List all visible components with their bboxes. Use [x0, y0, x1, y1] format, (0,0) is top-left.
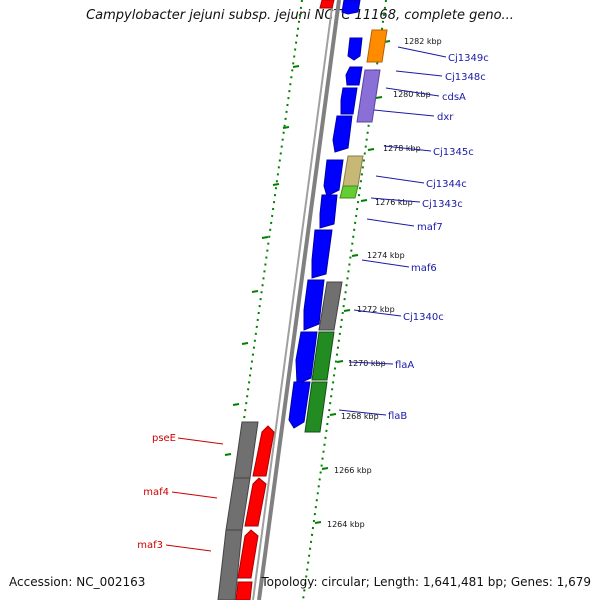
gene-label-flab: flaB — [388, 411, 407, 422]
cds-blue-7 — [319, 194, 338, 229]
kbp-label-1280: 1280 kbp — [393, 90, 431, 99]
gene-label-psee: pseE — [152, 433, 176, 444]
kbp-label-1264: 1264 kbp — [327, 520, 365, 529]
inner-ticks — [314, 40, 391, 524]
gene-label-cj1340c: Cj1340c — [403, 312, 444, 323]
inner-dotted-track — [302, 0, 387, 600]
gene-label-maf3: maf3 — [137, 540, 163, 551]
kbp-label-1282: 1282 kbp — [404, 37, 442, 46]
gene-label-maf4: maf4 — [143, 487, 169, 498]
gene-label-cj1348c: Cj1348c — [445, 72, 486, 83]
gene-label-cdsa: cdsA — [442, 92, 466, 103]
outer-ticks — [224, 65, 300, 456]
cds-blue-10 — [295, 331, 318, 385]
cds-green-1 — [311, 331, 335, 381]
cds-gray-lower-3 — [217, 529, 243, 600]
kbp-label-1278: 1278 kbp — [383, 144, 421, 153]
kbp-label-1266: 1266 kbp — [334, 466, 372, 475]
blue-cds-features — [288, 0, 363, 429]
cds-blue-1 — [341, 0, 361, 15]
gene-label-maf6: maf6 — [411, 263, 437, 274]
gene-label-flaa: flaA — [395, 360, 414, 371]
cds-blue-6 — [323, 159, 344, 197]
gene-label-maf7: maf7 — [417, 222, 443, 233]
cds-blue-2 — [347, 37, 363, 61]
cds-gray — [318, 281, 343, 331]
gene-label-cj1349c: Cj1349c — [448, 53, 489, 64]
cds-blue-8 — [311, 229, 333, 279]
kbp-label-1272: 1272 kbp — [357, 305, 395, 314]
left-leader-lines — [165, 437, 224, 552]
cds-blue-5 — [332, 115, 353, 153]
gene-label-cj1345c: Cj1345c — [433, 147, 474, 158]
kbp-label-1268: 1268 kbp — [341, 412, 379, 421]
cds-red-top — [319, 0, 335, 9]
accession-text: Accession: NC_002163 — [9, 575, 146, 589]
kbp-label-1270: 1270 kbp — [348, 359, 386, 368]
right-leader-lines — [338, 46, 447, 416]
cds-red-2 — [244, 477, 267, 527]
cds-blue-11 — [288, 381, 311, 429]
cds-purple — [356, 69, 381, 123]
cds-blue-3 — [345, 66, 363, 86]
backbone-outer — [252, 0, 334, 600]
cds-red-4 — [235, 581, 253, 600]
gene-label-dxr: dxr — [437, 112, 454, 123]
gene-label-cj1344c: Cj1344c — [426, 179, 467, 190]
kbp-label-1274: 1274 kbp — [367, 251, 405, 260]
cds-blue-4 — [340, 87, 358, 115]
cds-blue-9 — [303, 279, 325, 331]
topology-text: Topology: circular; Length: 1,641,481 bp… — [261, 575, 591, 589]
cds-red-1 — [252, 425, 275, 477]
cds-red-3 — [237, 529, 259, 579]
cds-orange — [366, 29, 388, 63]
kbp-label-1276: 1276 kbp — [375, 198, 413, 207]
gene-label-cj1343c: Cj1343c — [422, 199, 463, 210]
cds-lightgreen — [339, 185, 359, 199]
cds-green-2 — [304, 381, 328, 433]
backbone-inner — [257, 0, 341, 600]
